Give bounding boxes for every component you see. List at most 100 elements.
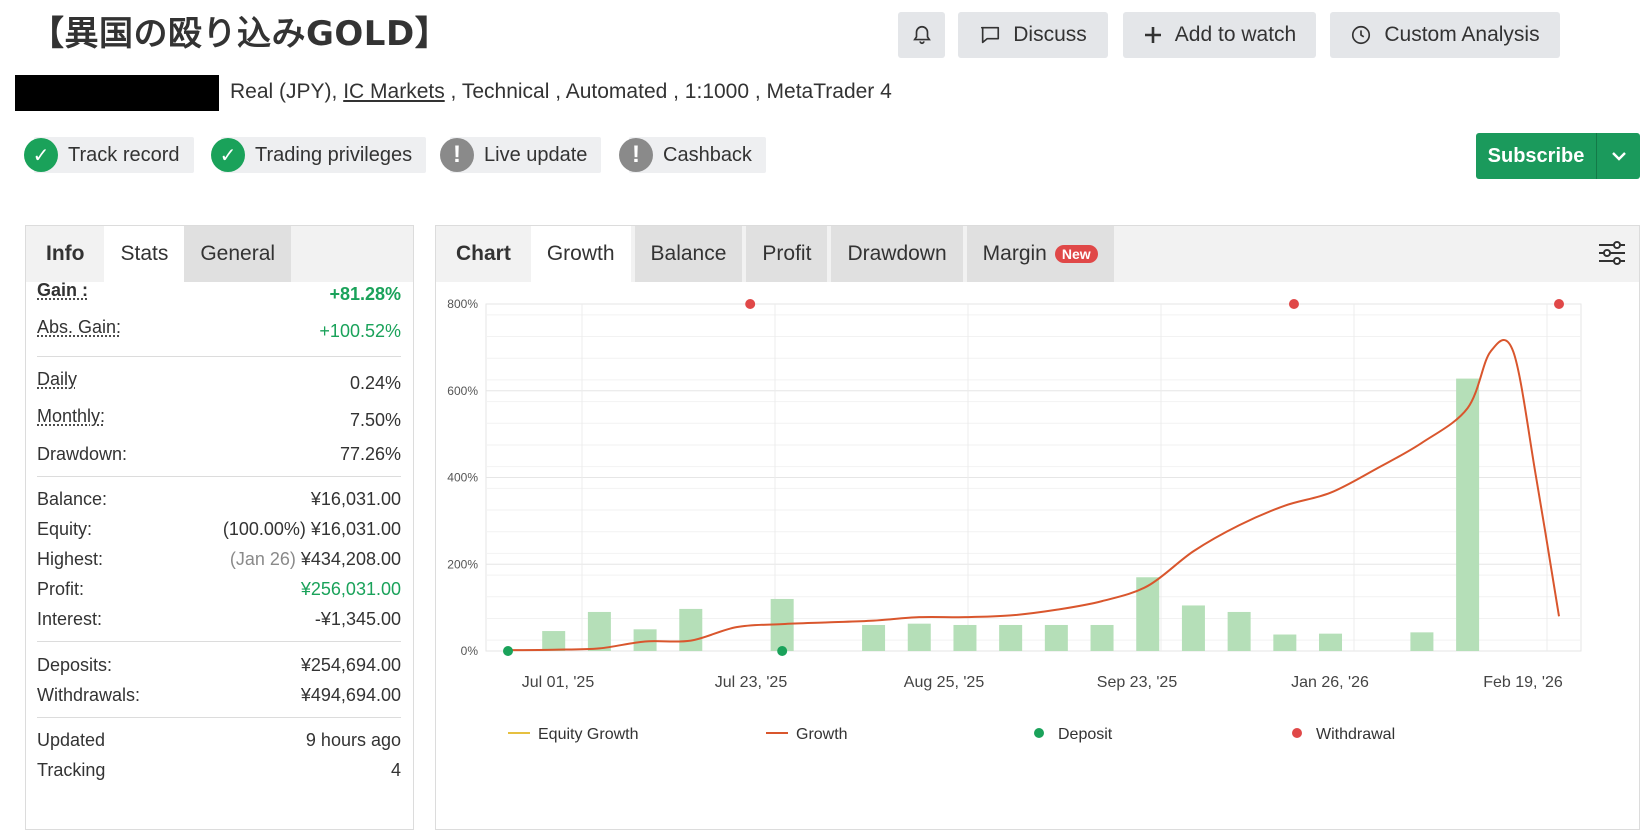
- bar: [1273, 634, 1297, 651]
- bar: [1456, 378, 1480, 651]
- badge-live-update: ! Live update: [440, 137, 602, 173]
- stat-value: ¥434,208.00: [300, 549, 401, 569]
- stat-label: Deposits:: [37, 655, 113, 675]
- legend-withdrawal-swatch: [1292, 728, 1302, 738]
- stat-value: 7.50%: [349, 410, 401, 430]
- badge-label: Track record: [68, 143, 180, 166]
- tab-balance[interactable]: Balance: [634, 226, 743, 282]
- badge-cashback: ! Cashback: [619, 137, 766, 173]
- stat-equity: Equity: (100.00%) ¥16,031.00: [37, 519, 401, 540]
- tab-general[interactable]: General: [184, 226, 292, 282]
- tab-margin-label: Margin: [982, 242, 1047, 265]
- badge-track-record: ✓ Track record: [24, 137, 194, 173]
- tab-drawdown[interactable]: Drawdown: [831, 226, 963, 282]
- stat-label: Gain :: [37, 280, 89, 300]
- x-tick-label: Jul 23, '25: [715, 674, 788, 691]
- bar: [1136, 577, 1160, 651]
- divider: [37, 717, 401, 718]
- chart-tabs: Chart Growth Balance Profit Drawdown Mar…: [436, 226, 1639, 282]
- x-tick-label: Sep 23, '25: [1097, 674, 1178, 691]
- add-to-watch-label: Add to watch: [1174, 23, 1297, 46]
- y-tick-label: 600%: [447, 384, 478, 398]
- stat-value: -¥1,345.00: [314, 609, 401, 629]
- check-icon: ✓: [211, 138, 245, 172]
- badge-label: Trading privileges: [255, 143, 413, 166]
- tab-chart: Chart: [456, 242, 511, 265]
- subscribe-button[interactable]: Subscribe: [1476, 133, 1640, 179]
- bar: [587, 611, 611, 651]
- discuss-label: Discuss: [1013, 23, 1087, 46]
- y-tick-label: 200%: [447, 557, 478, 571]
- stats-panel: Info Stats General Gain : +81.28% Abs. G…: [25, 225, 414, 830]
- stat-withdrawals: Withdrawals: ¥494,694.00: [37, 685, 401, 706]
- stat-value: 77.26%: [339, 444, 401, 464]
- page-title: 【異国の殴り込みGOLD】: [30, 14, 450, 54]
- stat-value: 0.24%: [349, 373, 401, 393]
- tab-margin[interactable]: Margin New: [966, 226, 1114, 282]
- stat-abs-gain: Abs. Gain: +100.52%: [37, 317, 401, 342]
- x-tick-label: Aug 25, '25: [904, 674, 985, 691]
- new-badge: New: [1054, 245, 1098, 263]
- stat-label: Equity:: [37, 519, 93, 539]
- custom-analysis-button[interactable]: Custom Analysis: [1330, 12, 1560, 58]
- stat-label: Tracking: [37, 760, 106, 780]
- clock-icon: [1352, 25, 1371, 45]
- chart-panel: Chart Growth Balance Profit Drawdown Mar…: [435, 225, 1640, 830]
- bar: [633, 629, 657, 651]
- comment-icon: [981, 26, 1000, 44]
- stat-balance: Balance: ¥16,031.00: [37, 489, 401, 510]
- x-tick-label: Jul 01, '25: [522, 674, 595, 691]
- chart-settings-icon[interactable]: [1597, 238, 1627, 273]
- bar: [999, 624, 1023, 651]
- stat-label: Abs. Gain:: [37, 317, 122, 337]
- plus-icon: [1144, 27, 1161, 43]
- stat-label: Monthly:: [37, 406, 106, 426]
- stats-tabs: Info Stats General: [26, 226, 413, 282]
- bar: [907, 623, 931, 651]
- stat-deposits: Deposits: ¥254,694.00: [37, 655, 401, 676]
- bar: [542, 631, 566, 651]
- legend-deposit-swatch: [1034, 728, 1044, 738]
- legend-label[interactable]: Withdrawal: [1316, 726, 1395, 743]
- bell-icon: [912, 25, 931, 45]
- bar: [1090, 624, 1114, 651]
- stat-value: +100.52%: [319, 321, 401, 341]
- stat-profit: Profit: ¥256,031.00: [37, 579, 401, 600]
- notify-button[interactable]: [898, 12, 945, 58]
- tab-stats[interactable]: Stats: [104, 226, 185, 282]
- legend-label[interactable]: Deposit: [1058, 726, 1113, 743]
- stat-drawdown: Drawdown: 77.26%: [37, 444, 401, 465]
- subscribe-label: Subscribe: [1487, 144, 1585, 167]
- stat-monthly: Monthly: 7.50%: [37, 406, 401, 431]
- bar: [679, 608, 703, 651]
- account-meta: Real (JPY), IC Markets , Technical , Aut…: [230, 80, 892, 104]
- chevron-down-icon[interactable]: [1596, 133, 1640, 179]
- stat-label: Updated: [37, 730, 106, 750]
- account-details: , Technical , Automated , 1:1000 , MetaT…: [444, 80, 892, 103]
- tab-info[interactable]: Info: [46, 242, 85, 265]
- legend-label[interactable]: Equity Growth: [538, 726, 638, 743]
- withdrawal-marker: [1554, 299, 1564, 309]
- stat-value: ¥254,694.00: [300, 655, 401, 675]
- growth-chart: 0% 200% 400% 600% 800% Jul 01, '25 Jul 23, '2…: [447, 297, 1582, 743]
- stat-tracking: Tracking 4: [37, 760, 401, 781]
- bar: [1181, 605, 1205, 651]
- broker-link[interactable]: IC Markets: [343, 80, 445, 103]
- check-icon: ✓: [24, 138, 58, 172]
- stat-gain: Gain : +81.28%: [37, 280, 401, 305]
- divider: [37, 476, 401, 477]
- stat-label: Balance:: [37, 489, 108, 509]
- stat-sub: (Jan 26): [229, 549, 296, 569]
- y-tick-label: 800%: [447, 297, 478, 311]
- tab-growth[interactable]: Growth: [530, 226, 631, 282]
- bar: [1227, 611, 1251, 651]
- tab-profit[interactable]: Profit: [746, 226, 828, 282]
- discuss-button[interactable]: Discuss: [958, 12, 1108, 58]
- legend-label[interactable]: Growth: [796, 726, 848, 743]
- stat-value: ¥16,031.00: [310, 489, 401, 509]
- stat-sub: (100.00%): [222, 519, 306, 539]
- stat-label: Drawdown:: [37, 444, 128, 464]
- add-to-watch-button[interactable]: Add to watch: [1123, 12, 1316, 58]
- badge-trading-privileges: ✓ Trading privileges: [211, 137, 427, 173]
- growth-line: [507, 339, 1560, 652]
